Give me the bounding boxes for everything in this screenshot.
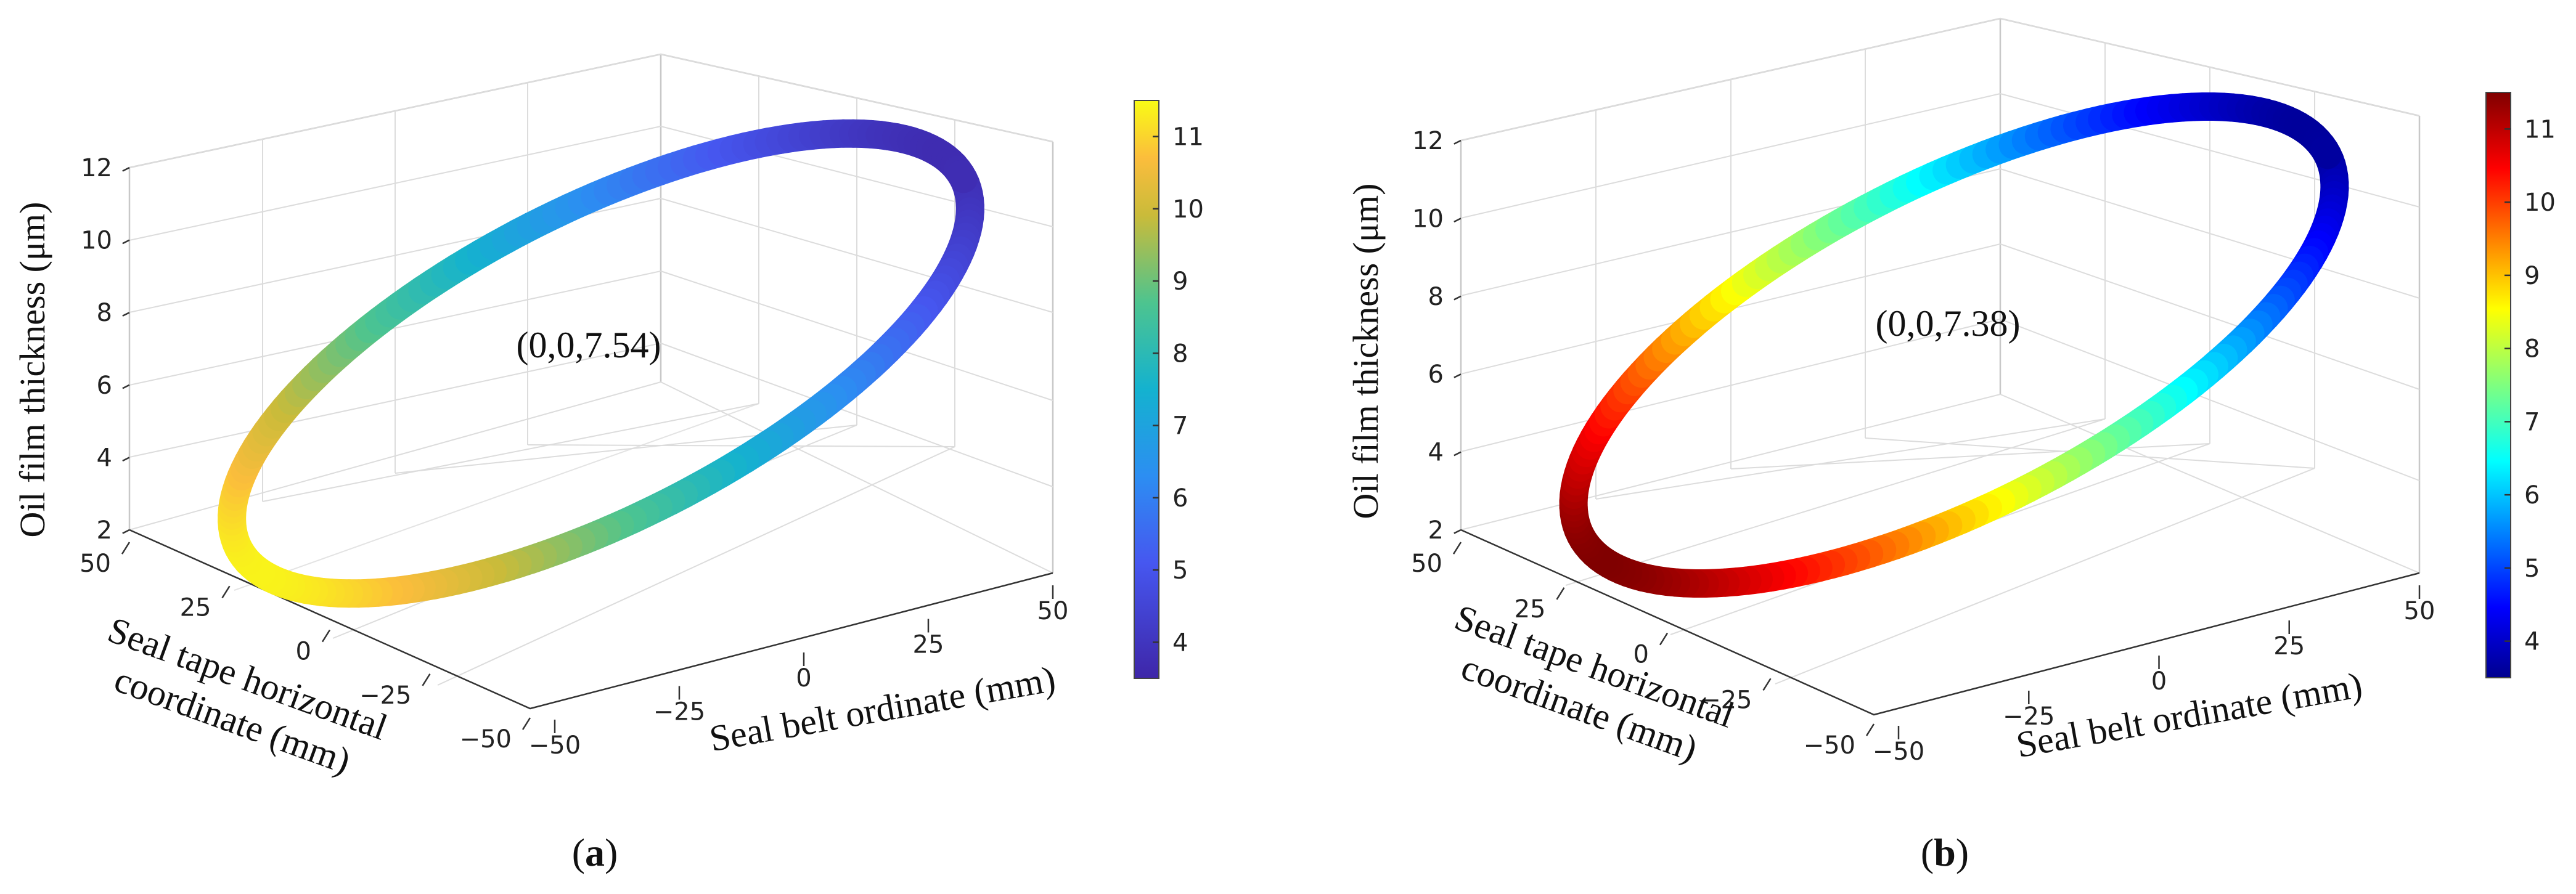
- z-tick-mark: [1454, 529, 1462, 534]
- colorbar-tick-label: 10: [2524, 189, 2556, 217]
- y-ticks-b: −50 −25 0 25 50: [1873, 585, 2435, 766]
- panel-a: (0,0,7.54) 2 4 6 8 10 12 50 25 0 −25 −50 −50 −25 0 2…: [12, 53, 1204, 874]
- axes-box-b: [1460, 17, 2421, 716]
- ring-b: [1559, 92, 2349, 598]
- z-tick-mark: [1454, 139, 1462, 145]
- z-ticks-b: 2 4 6 8 10 12: [1412, 127, 1462, 545]
- axes-box-a: [128, 53, 1054, 710]
- panel-label-a: (a): [572, 831, 618, 874]
- colorbar-b: [2485, 92, 2511, 678]
- colorbar-ticks-a: 4 5 6 7 8 9 10 11: [1153, 123, 1204, 657]
- colorbar-tick-label: 7: [2524, 408, 2540, 436]
- y-tick-label: 25: [2273, 632, 2305, 660]
- colorbar-tick-label: 9: [2524, 262, 2540, 290]
- y-tick-label: 0: [2151, 667, 2167, 696]
- y-tick-label: −25: [653, 698, 705, 726]
- y-tick-label: 0: [796, 664, 811, 693]
- x-tick-mark: [1865, 723, 1875, 736]
- colorbar-tick-label: 8: [1172, 339, 1188, 368]
- colorbar-tick-label: 9: [1172, 267, 1188, 296]
- colorbar-tick-label: 10: [1172, 195, 1204, 224]
- z-tick-mark: [122, 457, 130, 462]
- x-tick-label: −50: [1804, 731, 1855, 760]
- z-tick-mark: [122, 384, 130, 389]
- x-tick-label: −25: [359, 681, 411, 710]
- y-tick-label: 50: [2404, 597, 2435, 625]
- x-tick-mark: [321, 629, 331, 643]
- x-tick-label: 0: [1634, 641, 1649, 669]
- colorbar-a: [1134, 100, 1159, 679]
- x-axis-label-a: Seal tape horizontal coordinate (mm): [103, 609, 393, 782]
- colorbar-tick-label: 4: [2524, 628, 2540, 656]
- panel-b: (0,0,7.38) 2 4 6 8 10 12 50 25 0 −25 −50 −50 −25 0 2…: [1346, 17, 2556, 874]
- colorbar-tick-label: 5: [1172, 556, 1188, 585]
- y-tick-label: 50: [1037, 597, 1069, 625]
- colorbar-tick-label: 11: [2524, 115, 2556, 144]
- a-ring-segment: [946, 160, 978, 193]
- z-tick-label: 10: [1412, 205, 1444, 233]
- x-tick-mark: [1762, 678, 1772, 691]
- z-tick-mark: [1454, 217, 1462, 223]
- x-tick-mark: [121, 542, 131, 555]
- z-tick-label: 12: [1412, 127, 1444, 155]
- z-ticks-a: 2 4 6 8 10 12: [81, 154, 130, 545]
- colorbar-tick-label: 6: [1172, 484, 1188, 513]
- x-tick-label: −25: [1700, 686, 1752, 714]
- z-tick-label: 12: [81, 154, 112, 182]
- center-annotation-b: (0,0,7.38): [1876, 303, 2021, 344]
- z-tick-mark: [122, 239, 130, 245]
- x-tick-label: 25: [1515, 595, 1546, 624]
- x-tick-label: 50: [1411, 550, 1442, 578]
- colorbar-tick-label: 8: [2524, 335, 2540, 364]
- center-annotation-a: (0,0,7.54): [517, 325, 661, 365]
- panel-label-b: (b): [1921, 831, 1969, 874]
- y-axis-label-b: Seal belt ordinate (mm): [2013, 664, 2365, 765]
- z-tick-mark: [1454, 295, 1462, 301]
- y-tick-label: −50: [529, 731, 581, 760]
- z-axis-label-a: Oil film thickness (μm): [12, 202, 52, 538]
- y-tick-label: −50: [1873, 738, 1924, 766]
- x-tick-mark: [422, 673, 431, 686]
- z-tick-mark: [1454, 373, 1462, 378]
- y-ticks-a: −50 −25 0 25 50: [529, 585, 1069, 760]
- b-ring-segment: [2310, 136, 2342, 169]
- x-tick-mark: [521, 717, 531, 730]
- ring-a: [218, 119, 984, 608]
- z-tick-label: 4: [97, 444, 112, 472]
- z-axis-label-b: Oil film thickness (μm): [1346, 184, 1386, 519]
- x-tick-mark: [1659, 632, 1669, 646]
- z-tick-label: 8: [1428, 283, 1444, 311]
- x-axis-label-b: Seal tape horizontal coordinate (mm): [1450, 597, 1740, 770]
- x-tick-mark: [221, 585, 231, 599]
- z-tick-mark: [122, 312, 130, 317]
- x-ticks-a: 50 25 0 −25 −50: [80, 542, 531, 754]
- z-tick-mark: [1454, 451, 1462, 457]
- z-tick-label: 10: [81, 227, 112, 255]
- colorbar-ticks-b: 4 5 6 7 8 9 10 11: [2504, 115, 2556, 656]
- x-tick-label: 25: [180, 593, 211, 622]
- x-ticks-b: 50 25 0 −25 −50: [1411, 542, 1875, 760]
- x-tick-mark: [1556, 587, 1565, 600]
- colorbar-tick-label: 4: [1172, 628, 1188, 657]
- y-tick-label: −25: [2003, 702, 2055, 731]
- z-tick-label: 6: [97, 372, 112, 400]
- z-tick-label: 4: [1428, 439, 1444, 467]
- y-axis-label-a: Seal belt ordinate (mm): [706, 658, 1058, 759]
- z-tick-label: 6: [1428, 360, 1444, 389]
- x-tick-mark: [1452, 542, 1462, 555]
- x-tick-label: 0: [296, 638, 311, 666]
- x-tick-label: −50: [460, 725, 512, 754]
- x-tick-label: 50: [80, 550, 111, 578]
- colorbar-tick-label: 6: [2524, 481, 2540, 510]
- colorbar-tick-label: 7: [1172, 412, 1188, 441]
- colorbar-tick-label: 5: [2524, 555, 2540, 583]
- z-tick-mark: [122, 529, 130, 534]
- z-tick-mark: [122, 166, 130, 172]
- colorbar-tick-label: 11: [1172, 123, 1204, 152]
- y-tick-label: 25: [913, 631, 944, 659]
- z-tick-label: 2: [1428, 516, 1444, 545]
- z-tick-label: 2: [97, 516, 112, 545]
- z-tick-label: 8: [97, 299, 112, 327]
